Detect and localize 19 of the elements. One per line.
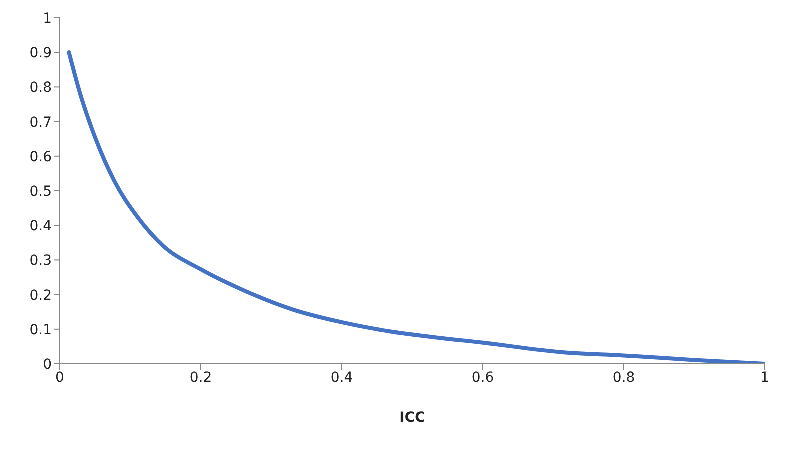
x-tick-label: 0 <box>56 370 64 386</box>
x-tick-label: 0.4 <box>330 370 354 386</box>
y-tick-label: 0.4 <box>30 218 52 235</box>
x-axis-title: ICC <box>400 410 426 426</box>
y-tick-label: 0.8 <box>30 80 52 96</box>
y-tick-label: 0.7 <box>30 114 52 131</box>
y-tick-label: 0.3 <box>30 253 52 270</box>
x-tick-label: 1 <box>760 370 770 386</box>
x-tick-label: 0.6 <box>472 370 494 386</box>
y-tick-label: 0.9 <box>30 46 52 62</box>
x-tick-label: 0.8 <box>612 370 636 386</box>
y-tick-label: 0.1 <box>30 322 52 338</box>
line-series <box>67 50 765 364</box>
y-tick-label: 0 <box>43 356 52 373</box>
y-tick-label: 0.2 <box>30 288 52 304</box>
y-tick-label: 0.5 <box>30 184 52 200</box>
y-tick-label: 1 <box>43 10 52 27</box>
y-tick-label: 0.6 <box>30 149 52 166</box>
x-tick-label: 0.2 <box>190 370 212 386</box>
